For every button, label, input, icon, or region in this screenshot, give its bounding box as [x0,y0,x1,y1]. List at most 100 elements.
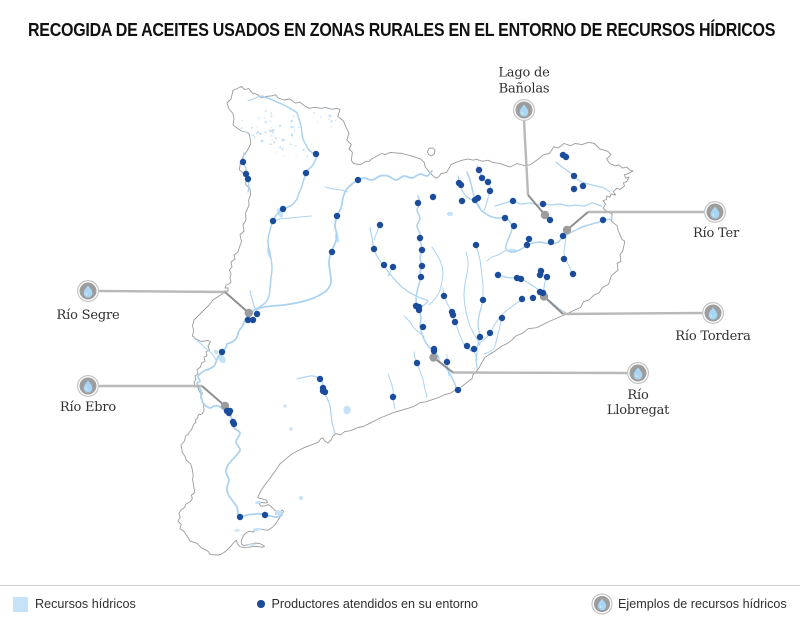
lake [213,349,219,355]
legend-item-examples: Ejemplos de recursos hídricos [591,592,787,616]
lake [234,529,240,532]
producer-dot [389,393,397,401]
producer-dot [249,316,257,324]
callout-leader-line [527,194,546,216]
water-drop-icon [513,99,535,121]
producer-dot [242,170,250,178]
producer-dot [443,358,451,366]
water-drop-icon [627,362,649,384]
callout-label-rio-llobregat: Río [627,388,649,403]
legend: Recursos hídricos Productores atendidos e… [0,586,800,624]
producer-dot [501,214,509,222]
producer-dot [244,316,252,324]
mountain-lake-speck [290,125,294,129]
callout-label-lago-de-banolas: Lago de [498,66,550,81]
producer-dot [470,345,478,353]
river [271,215,312,223]
mountain-lake-speck [293,129,296,132]
producer-dot [529,294,537,302]
callout-leader-line [543,295,564,315]
mountain-lake-speck [317,121,319,123]
mountain-lake-speck [257,131,260,134]
producer-dot [463,342,471,350]
river [475,244,484,301]
legend-item-water-resources: Recursos hídricos [13,592,136,616]
mountain-lake-speck [281,148,284,151]
producer-dot [418,262,426,270]
producer-dot [559,232,567,240]
mountain-lake-speck [260,139,264,143]
river [247,95,263,102]
drop-highlight [599,605,603,608]
callout-leader-line [522,120,530,196]
river [446,354,450,377]
producer-dot [417,273,425,281]
producer-dot [525,235,533,243]
legend-item-producers: Productores atendidos en su entorno [257,592,478,616]
mountain-lake-speck [270,143,272,146]
lake [289,427,293,431]
mountain-lake-speck [292,115,295,118]
producer-dot [537,267,545,275]
producer-dot [413,359,421,367]
mountain-lake-speck [278,124,282,128]
mountain-lake-speck [264,110,267,113]
mountain-lake-speck [252,134,255,137]
legend-divider [0,585,800,586]
mountain-lake-speck [268,143,270,145]
producer-dot [230,420,238,428]
river [193,337,217,361]
producer-dot [279,205,287,213]
mountain-lake-speck [298,126,300,129]
producer-dot [415,306,423,314]
drop-shape [597,598,607,611]
mountain-lake-speck [253,136,256,139]
producer-dot [474,194,482,202]
producer-dot [539,289,547,297]
callout-label-rio-ebro: Río Ebro [60,400,117,415]
producer-dot [218,348,226,356]
producer-dot [547,238,555,246]
mountain-lake-speck [322,107,325,110]
llivia-enclave-outline [427,147,436,157]
lake [276,208,284,218]
mountain-lake-speck [306,155,309,158]
mountain-lake-speck [257,130,259,133]
callout-label-rio-ter: Río Ter [693,226,740,241]
producer-dot [449,311,457,319]
producer-dot [475,166,483,174]
callout-leader-line [452,371,628,375]
river [324,186,349,193]
mountain-lake-speck [271,126,273,128]
mountain-lake-speck [328,114,332,118]
producer-dot [486,329,494,337]
mountain-lake-speck [241,119,243,122]
producer-dot [261,511,269,519]
river [255,95,318,310]
callout-label-rio-tordera: Río Tordera [675,329,751,344]
producer-dot [570,185,578,193]
callout-leader-line [562,311,703,316]
mountain-lake-speck [302,148,305,151]
mountain-lake-speck [264,121,267,124]
callout-leader-line [201,385,226,407]
mountain-lake-speck [290,133,294,137]
producer-dot [376,221,384,229]
mountain-lake-speck [274,137,277,140]
producer-dot [380,261,388,269]
mountain-lake-speck [264,131,267,134]
lake [446,211,454,217]
mountain-lake-speck [244,130,247,133]
callout-anchor-dot [562,225,572,235]
producer-dot-swatch [257,600,265,608]
river [413,351,428,398]
drop-highlight [712,213,716,217]
producer-dot [560,255,568,263]
mountain-lake-speck [256,126,258,128]
lake [255,500,261,505]
river [497,274,567,314]
producer-dot [457,181,465,189]
producer-dot [419,323,427,331]
drop-shape [710,206,720,219]
